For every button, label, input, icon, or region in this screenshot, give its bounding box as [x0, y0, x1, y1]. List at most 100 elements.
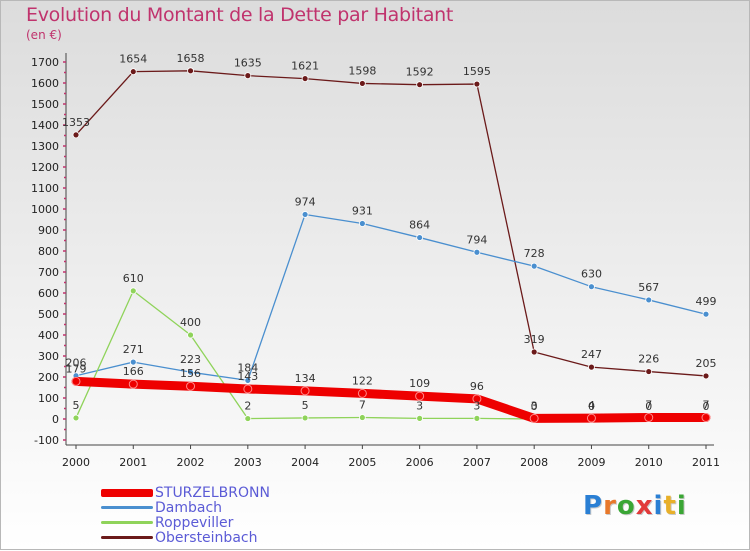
data-point-obersteinbach	[645, 368, 653, 375]
data-label-dambach: 223	[180, 353, 201, 366]
data-label-roppeviller: 0	[703, 400, 710, 413]
data-label-dambach: 184	[237, 361, 258, 374]
data-label-obersteinbach: 205	[696, 357, 717, 370]
data-label-sturzelbronn: 122	[352, 374, 373, 387]
data-label-sturzelbronn: 179	[66, 362, 87, 375]
y-tick-label: 300	[38, 350, 59, 363]
data-point-obersteinbach	[702, 372, 710, 380]
y-tick-label: 900	[38, 224, 59, 237]
x-tick-label: 2005	[348, 456, 376, 469]
data-point-dambach	[129, 358, 137, 366]
data-label-roppeviller: 5	[73, 399, 80, 412]
data-point-dambach	[473, 248, 481, 256]
x-tick-label: 2002	[177, 456, 205, 469]
y-tick-label: 800	[38, 245, 59, 258]
proxiti-logo: Proxiti	[583, 491, 687, 521]
logo-letter: x	[635, 491, 654, 521]
data-point-sturzelbronn	[300, 386, 310, 396]
data-point-roppeviller	[358, 414, 366, 421]
x-tick-label: 2009	[577, 456, 605, 469]
data-point-obersteinbach	[473, 80, 481, 88]
data-point-roppeviller	[129, 287, 137, 295]
series-line-sturzelbronn	[71, 376, 711, 423]
y-tick-label: 1200	[31, 161, 59, 174]
y-tick-label: 1500	[31, 98, 59, 111]
data-label-sturzelbronn: 7	[703, 399, 710, 412]
y-tick-label: 1000	[31, 203, 59, 216]
data-point-obersteinbach	[129, 68, 137, 76]
logo-letter: i	[653, 491, 664, 521]
y-tick-label: 1400	[31, 119, 59, 132]
y-tick-label: 400	[38, 329, 59, 342]
chart-legend: STURZELBRONN Dambach Roppeviller Oberste…	[101, 485, 270, 545]
data-point-dambach	[244, 376, 252, 384]
y-tick-label: 600	[38, 287, 59, 300]
data-label-obersteinbach: 1353	[62, 116, 90, 129]
x-tick-label: 2008	[520, 456, 548, 469]
data-point-roppeviller	[187, 331, 194, 339]
data-label-roppeviller: 2	[244, 400, 251, 413]
data-label-obersteinbach: 1595	[463, 65, 491, 78]
x-tick-label: 2003	[234, 456, 262, 469]
data-point-roppeviller	[72, 414, 80, 422]
y-tick-label: 500	[38, 308, 59, 321]
series-line-dambach	[75, 213, 707, 382]
legend-swatch-roppeviller	[101, 521, 153, 524]
x-tick-label: 2007	[463, 456, 491, 469]
data-label-sturzelbronn: 156	[180, 367, 201, 380]
data-point-dambach	[588, 283, 595, 291]
legend-swatch-dambach	[101, 506, 153, 509]
legend-label-sturzelbronn: STURZELBRONN	[155, 484, 270, 501]
data-point-obersteinbach	[588, 363, 595, 371]
data-point-sturzelbronn	[472, 394, 482, 404]
legend-item-sturzelbronn: STURZELBRONN	[101, 485, 270, 500]
logo-letter: r	[603, 491, 617, 521]
data-label-dambach: 974	[295, 195, 316, 208]
data-label-roppeviller: 0	[588, 400, 595, 413]
data-label-dambach: 630	[581, 268, 602, 281]
series-line-obersteinbach	[75, 70, 707, 377]
data-label-sturzelbronn: 96	[470, 380, 484, 393]
data-label-roppeviller: 0	[531, 400, 538, 413]
data-point-sturzelbronn	[644, 413, 654, 423]
y-tick-label: 1300	[31, 140, 59, 153]
x-tick-label: 2004	[291, 456, 319, 469]
legend-item-dambach: Dambach	[101, 500, 270, 515]
data-label-dambach: 567	[638, 281, 659, 294]
data-point-dambach	[187, 368, 194, 376]
data-label-dambach: 931	[352, 204, 373, 217]
data-label-obersteinbach: 226	[638, 353, 659, 366]
data-point-sturzelbronn	[701, 413, 711, 423]
y-tick-label: 1700	[31, 56, 59, 69]
data-label-sturzelbronn: 7	[645, 399, 652, 412]
data-label-obersteinbach: 1598	[348, 64, 376, 77]
data-label-sturzelbronn: 109	[409, 377, 430, 390]
data-label-dambach: 794	[466, 233, 487, 246]
y-tick-label: 1100	[31, 182, 59, 195]
data-point-sturzelbronn	[128, 379, 138, 389]
data-point-obersteinbach	[72, 131, 80, 139]
data-label-obersteinbach: 1621	[291, 60, 319, 73]
data-label-sturzelbronn: 3	[531, 399, 538, 412]
data-point-sturzelbronn	[529, 413, 539, 423]
data-label-roppeviller: 610	[123, 272, 144, 285]
data-point-roppeviller	[301, 414, 309, 422]
chart-subtitle: (en €)	[26, 28, 62, 42]
data-label-obersteinbach: 247	[581, 348, 602, 361]
logo-letter: P	[583, 491, 604, 521]
legend-item-obersteinbach: Obersteinbach	[101, 530, 270, 545]
data-point-dambach	[702, 310, 710, 318]
data-label-dambach: 271	[123, 343, 144, 356]
data-label-roppeviller: 3	[416, 399, 423, 412]
x-tick-label: 2006	[406, 456, 434, 469]
data-label-dambach: 206	[66, 357, 87, 370]
data-label-roppeviller: 7	[359, 399, 366, 412]
data-point-obersteinbach	[358, 80, 366, 87]
y-tick-label: 0	[52, 413, 59, 426]
data-point-dambach	[645, 296, 653, 304]
data-point-roppeviller	[473, 414, 481, 422]
data-point-dambach	[416, 234, 424, 241]
logo-letter: o	[616, 491, 636, 521]
data-label-roppeviller: 3	[473, 399, 480, 412]
